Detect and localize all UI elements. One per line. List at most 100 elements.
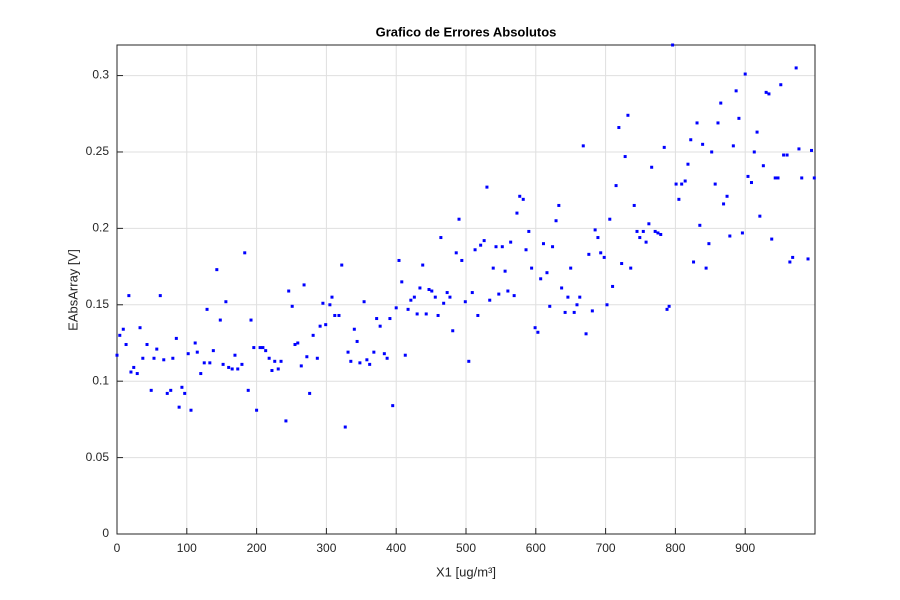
point — [375, 317, 379, 321]
point — [620, 262, 624, 266]
x-tick-label: 300 — [316, 541, 336, 555]
point — [261, 346, 265, 350]
point — [674, 182, 678, 186]
point — [358, 361, 362, 365]
point — [115, 353, 119, 357]
point — [617, 126, 621, 130]
point — [500, 245, 504, 249]
point — [162, 358, 166, 362]
point — [737, 116, 741, 120]
point — [548, 304, 552, 308]
point — [539, 277, 543, 281]
point — [333, 313, 337, 317]
point — [728, 234, 732, 238]
point — [279, 359, 283, 363]
point — [189, 408, 193, 412]
point — [318, 324, 322, 328]
point — [626, 113, 630, 117]
point — [683, 179, 687, 183]
y-axis-label: EAbsArray [V] — [65, 249, 80, 331]
point — [299, 364, 303, 368]
point — [365, 358, 369, 362]
point — [145, 343, 149, 347]
point — [800, 176, 804, 180]
point — [752, 150, 756, 154]
point — [324, 323, 328, 327]
point — [439, 236, 443, 240]
point — [653, 229, 657, 233]
point — [680, 182, 684, 186]
point — [554, 219, 558, 223]
point — [186, 352, 190, 356]
point — [208, 361, 212, 365]
point — [476, 313, 480, 317]
point — [509, 240, 513, 244]
point — [258, 346, 262, 350]
point — [451, 329, 455, 333]
point — [725, 194, 729, 198]
point — [249, 318, 253, 322]
point — [311, 333, 315, 337]
point — [491, 266, 495, 270]
point — [611, 284, 615, 288]
point — [165, 391, 169, 395]
point — [578, 295, 582, 299]
point — [667, 304, 671, 308]
point — [722, 202, 726, 206]
point — [305, 355, 309, 359]
point — [215, 268, 219, 272]
point — [368, 362, 372, 366]
point — [406, 307, 410, 311]
point — [494, 245, 498, 249]
point — [497, 292, 501, 296]
point — [701, 142, 705, 146]
point — [665, 307, 669, 311]
point — [782, 153, 786, 157]
x-tick-label: 800 — [665, 541, 685, 555]
point — [276, 367, 280, 371]
x-axis-label: X1 [ug/m³] — [436, 564, 496, 579]
point — [340, 263, 344, 267]
point — [524, 248, 528, 252]
y-tick-label: 0.15 — [86, 297, 110, 311]
point — [218, 318, 222, 322]
y-tick-label: 0.1 — [92, 373, 109, 387]
point — [692, 260, 696, 264]
point — [202, 361, 206, 365]
point — [236, 367, 240, 371]
point — [171, 356, 175, 360]
x-tick-label: 400 — [386, 541, 406, 555]
point — [503, 269, 507, 273]
point — [794, 66, 798, 70]
plot-frame — [116, 44, 816, 535]
point — [677, 197, 681, 201]
point — [686, 162, 690, 166]
point — [533, 326, 537, 330]
point — [758, 214, 762, 218]
point — [569, 266, 573, 270]
point — [211, 349, 215, 353]
point — [362, 300, 366, 304]
point — [779, 83, 783, 87]
point — [415, 312, 419, 316]
point — [707, 242, 711, 246]
point — [716, 121, 720, 125]
point — [767, 92, 771, 96]
point — [512, 294, 516, 298]
point — [584, 332, 588, 336]
point — [635, 229, 639, 233]
point — [482, 239, 486, 243]
point — [296, 341, 300, 345]
point — [479, 243, 483, 247]
point — [541, 242, 545, 246]
point — [293, 343, 297, 347]
point — [770, 237, 774, 241]
point — [193, 341, 197, 345]
point — [330, 295, 334, 299]
point — [647, 222, 651, 226]
point — [224, 300, 228, 304]
point — [572, 310, 576, 314]
point — [689, 138, 693, 142]
x-tick-label: 900 — [735, 541, 755, 555]
